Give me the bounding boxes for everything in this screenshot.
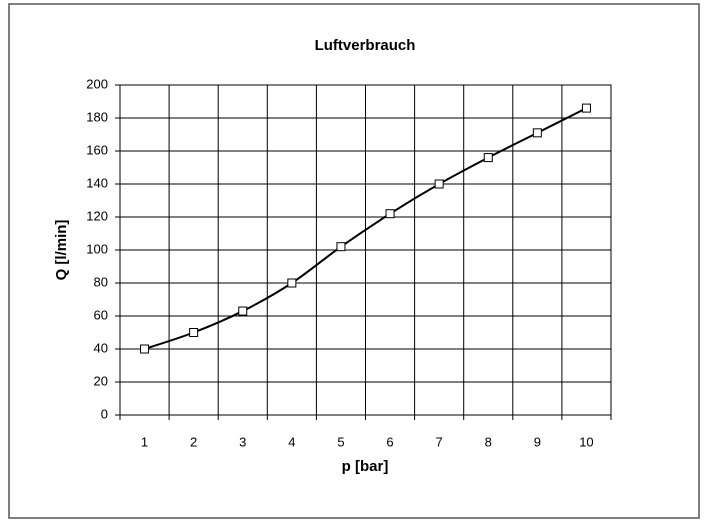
plot-border (119, 84, 612, 416)
x-tick-label: 4 (288, 434, 295, 449)
x-tick-label: 1 (141, 434, 148, 449)
y-tick-label: 200 (86, 76, 108, 91)
x-tick-label: 3 (239, 434, 246, 449)
point-marker (532, 128, 542, 138)
y-tick-label: 40 (94, 340, 108, 355)
y-axis-label: Q [l/min] (53, 220, 70, 281)
point-marker (238, 306, 248, 316)
y-tick-label: 100 (86, 241, 108, 256)
x-tick-label: 5 (337, 434, 344, 449)
y-tick-label: 20 (94, 373, 108, 388)
x-tick-label: 9 (534, 434, 541, 449)
y-tick-label: 60 (94, 307, 108, 322)
x-tick-label: 7 (436, 434, 443, 449)
y-tick-label: 180 (86, 109, 108, 124)
y-tick-label: 140 (86, 175, 108, 190)
x-tick-label: 2 (190, 434, 197, 449)
x-tick-label: 6 (386, 434, 393, 449)
x-tick-label: 8 (485, 434, 492, 449)
point-marker (140, 344, 150, 354)
x-axis-label: p [bar] (342, 458, 389, 475)
point-marker (483, 153, 493, 163)
point-marker (189, 328, 199, 337)
x-tick-label: 10 (579, 434, 593, 449)
y-tick-label: 0 (101, 406, 108, 421)
chart-frame (8, 3, 700, 519)
point-marker (434, 179, 444, 189)
chart-title: Luftverbrauch (315, 37, 416, 54)
point-marker (385, 209, 395, 219)
y-tick-label: 160 (86, 142, 108, 157)
point-marker (287, 278, 297, 288)
point-marker (336, 242, 346, 252)
y-tick-label: 80 (94, 274, 108, 289)
y-tick-label: 120 (86, 208, 108, 223)
data-line (144, 107, 587, 350)
point-marker (581, 103, 591, 113)
